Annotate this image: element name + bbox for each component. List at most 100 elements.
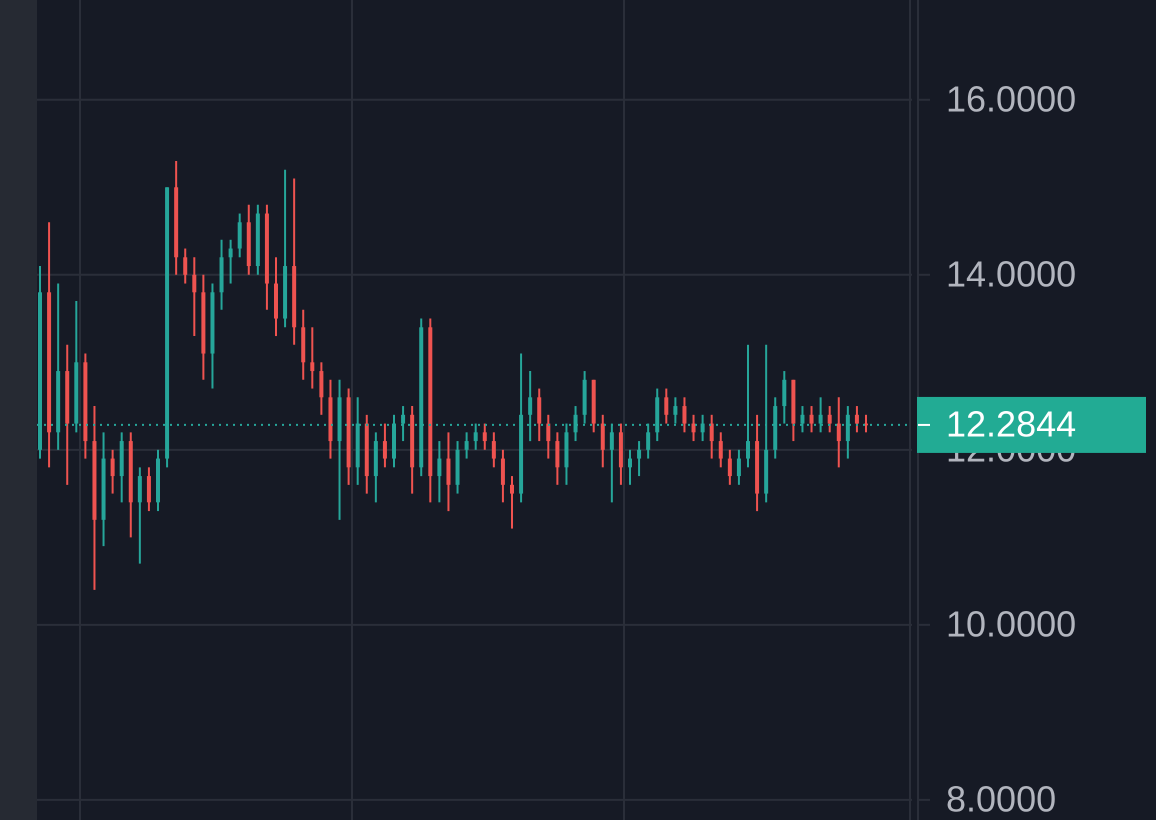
candles (38, 161, 868, 590)
candle-body (128, 441, 133, 503)
candle-body (165, 187, 170, 459)
candle-body (364, 423, 369, 477)
candle-body (174, 187, 179, 258)
candle-body (773, 406, 778, 450)
candle-body (791, 379, 796, 424)
candle-body (373, 441, 378, 477)
candle-body (192, 274, 197, 293)
candle-body (782, 379, 787, 407)
candle-body (764, 449, 769, 494)
candle-body (38, 292, 42, 450)
candle-body (528, 397, 533, 415)
candle-body (337, 397, 342, 442)
candle-body (382, 441, 387, 459)
candle-body (673, 406, 678, 415)
candle-body (310, 362, 315, 372)
time-grid (79, 0, 911, 820)
candle-body (47, 292, 52, 433)
candle-body (328, 397, 333, 442)
candle-body (500, 458, 505, 485)
candle-body (65, 371, 70, 424)
candle-body (482, 432, 487, 442)
candle-body (727, 458, 732, 477)
candle-body (755, 441, 760, 494)
candle-body (510, 484, 514, 494)
candle-body (392, 423, 396, 459)
candle-body (682, 406, 687, 424)
candle-body (800, 414, 805, 424)
candle-body (401, 414, 406, 424)
last-price-label: 12.2844 (946, 403, 1076, 444)
candle-body (637, 449, 642, 459)
candle-body (419, 327, 424, 468)
candle-body (219, 257, 224, 293)
overlay: 12.2844 (37, 396, 1146, 453)
candle-body (410, 414, 415, 468)
candle-body (74, 362, 79, 424)
candle-body (473, 432, 478, 442)
candle-body (628, 458, 632, 468)
candle-body (228, 248, 233, 258)
candle-body (346, 397, 351, 468)
candle-body (355, 423, 360, 468)
candle-body (319, 371, 324, 398)
candle-body (573, 414, 578, 433)
y-tick-label: 16.0000 (946, 78, 1076, 119)
candle-body (555, 441, 560, 468)
candle-body (437, 458, 442, 477)
candle-body (146, 476, 151, 503)
candle-body (864, 423, 868, 426)
candle-body (292, 266, 297, 328)
candle-body (183, 257, 188, 275)
candle-body (718, 441, 723, 459)
candle-body (582, 379, 587, 415)
candle-body (700, 423, 705, 433)
candle-body (255, 213, 260, 267)
candle-body (655, 397, 660, 433)
candle-body (464, 441, 469, 450)
left-edge (0, 0, 37, 820)
candle-body (264, 213, 269, 284)
candle-body (83, 362, 88, 442)
candle-body (809, 414, 814, 424)
candle-body (92, 441, 97, 520)
candle-body (736, 458, 741, 477)
y-tick-label: 14.0000 (946, 253, 1076, 294)
candle-body (564, 432, 569, 468)
candle-body (246, 222, 251, 267)
candle-body (428, 327, 433, 477)
candle-body (827, 414, 832, 424)
candle-body (455, 449, 460, 485)
candle-body (600, 423, 605, 450)
candle-body (283, 266, 288, 319)
candle-body (546, 423, 551, 442)
candle-body (646, 432, 651, 450)
candle-body (609, 432, 614, 450)
candle-body (537, 397, 542, 424)
candle-body (709, 423, 714, 442)
candle-body (519, 414, 524, 494)
candle-body (746, 441, 750, 459)
candle-body (446, 458, 451, 485)
y-tick-label: 8.0000 (946, 778, 1056, 819)
candle-body (110, 458, 115, 477)
candle-body (101, 458, 106, 520)
candle-body (210, 292, 215, 354)
candle-body (664, 397, 669, 415)
candle-body (491, 441, 496, 459)
candle-body (119, 441, 124, 477)
candle-body (301, 327, 306, 363)
candle-body (156, 458, 160, 503)
candle-body (201, 292, 206, 354)
candle-body (137, 476, 142, 503)
candle-body (836, 423, 841, 442)
candle-body (56, 371, 61, 433)
candle-body (818, 414, 823, 424)
candle-body (591, 379, 596, 424)
candle-body (618, 432, 623, 468)
last-price-tag (917, 396, 1146, 453)
y-tick-label: 10.0000 (946, 603, 1076, 644)
